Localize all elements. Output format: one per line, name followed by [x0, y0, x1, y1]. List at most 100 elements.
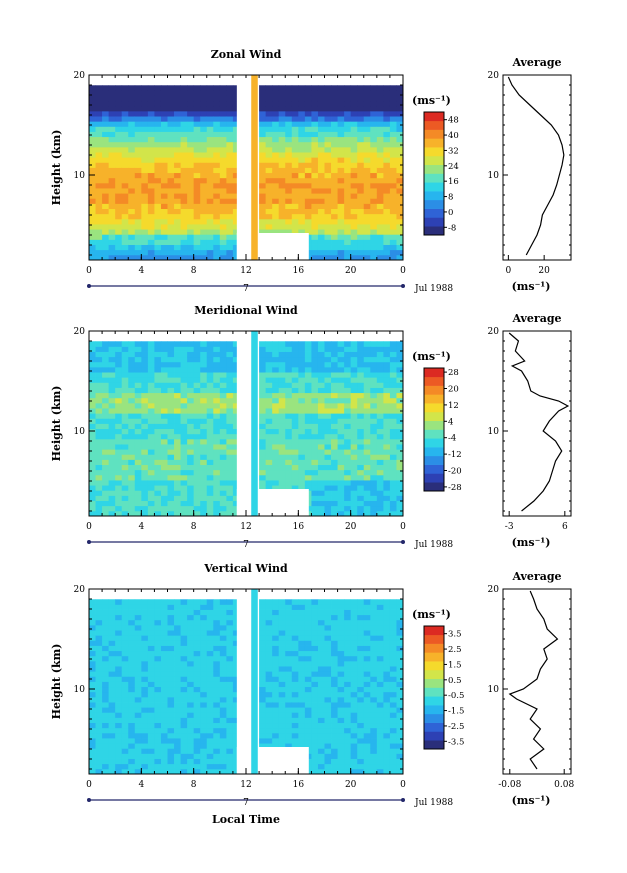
heatmap-cell	[174, 768, 181, 775]
heatmap-cell	[357, 239, 365, 245]
heatmap-cell	[160, 454, 168, 460]
heatmap-cell	[337, 619, 345, 626]
heatmap-cell	[167, 702, 175, 708]
heatmap-cell	[226, 141, 234, 148]
heatmap-cell	[219, 505, 227, 512]
heatmap-cell	[134, 172, 142, 179]
heatmap-cell	[304, 188, 312, 194]
heatmap-cell	[232, 105, 240, 112]
heatmap-cell	[226, 454, 234, 460]
heatmap-cell	[324, 604, 332, 610]
heatmap-cell	[298, 696, 306, 703]
heatmap-cell	[102, 116, 110, 122]
heatmap-cell	[265, 469, 273, 476]
heatmap-cell	[383, 480, 391, 486]
heatmap-cell	[147, 126, 155, 132]
heatmap-cell	[121, 116, 129, 122]
heatmap-cell	[291, 454, 299, 460]
heatmap-cell	[89, 95, 96, 102]
heatmap-cell	[174, 121, 181, 127]
heatmap-cell	[160, 490, 168, 496]
heatmap-cell	[147, 599, 155, 605]
heatmap-cell	[285, 480, 293, 486]
heatmap-cell	[344, 121, 352, 127]
heatmap-cell	[350, 105, 358, 112]
heatmap-cell	[396, 218, 404, 225]
heatmap-cell	[278, 392, 286, 399]
heatmap-cell	[311, 85, 319, 91]
heatmap-cell	[174, 351, 181, 358]
heatmap-cell	[213, 356, 221, 363]
heatmap-cell	[134, 418, 142, 424]
heatmap-cell	[350, 254, 358, 261]
heatmap-cell	[141, 126, 149, 132]
heatmap-cell	[206, 660, 214, 667]
heatmap-cell	[376, 198, 384, 204]
heatmap-cell	[370, 95, 378, 102]
heatmap-cell	[154, 738, 162, 744]
heatmap-cell	[95, 428, 103, 435]
heatmap-cell	[141, 239, 149, 245]
heatmap-cell	[95, 110, 103, 117]
heatmap-cell	[180, 90, 188, 96]
heatmap-cell	[108, 768, 116, 775]
heatmap-cell	[102, 351, 110, 358]
heatmap-cell	[259, 655, 267, 662]
heatmap-cell	[193, 351, 201, 358]
heatmap-cell	[95, 85, 103, 91]
heatmap-cell	[219, 244, 227, 251]
heatmap-cell	[337, 645, 345, 652]
heatmap-cell	[174, 599, 181, 605]
heatmap-cell	[317, 177, 325, 184]
heatmap-cell	[331, 239, 338, 245]
heatmap-cell	[259, 609, 267, 616]
heatmap-cell	[115, 110, 123, 117]
heatmap-cell	[259, 208, 267, 215]
heatmap-cell	[304, 408, 312, 414]
heatmap-cell	[389, 449, 397, 455]
heatmap-cell	[226, 239, 234, 245]
heatmap-cell	[298, 157, 306, 163]
heatmap-cell	[160, 254, 168, 261]
heatmap-cell	[174, 361, 181, 368]
heatmap-cell	[160, 660, 168, 667]
heatmap-cell	[278, 408, 286, 414]
heatmap-cell	[141, 717, 149, 724]
heatmap-cell	[265, 604, 273, 610]
heatmap-cell	[232, 397, 240, 404]
heatmap-cell	[219, 95, 227, 102]
heatmap-cell	[187, 341, 195, 347]
heatmap-cell	[206, 224, 214, 230]
heatmap-cell	[278, 645, 286, 652]
heatmap-cell	[147, 116, 155, 122]
heatmap-cell	[180, 177, 188, 184]
heatmap-cell	[232, 361, 240, 368]
heatmap-cell	[213, 485, 221, 491]
heatmap-cell	[317, 110, 325, 117]
heatmap-cell	[174, 392, 181, 399]
heatmap-cell	[396, 480, 404, 486]
heatmap-cell	[89, 402, 96, 409]
heatmap-cell	[376, 392, 384, 399]
heatmap-cell	[95, 743, 103, 749]
heatmap-cell	[134, 500, 142, 507]
heatmap-cell	[154, 630, 162, 636]
heatmap-cell	[154, 239, 162, 245]
heatmap-cell	[219, 356, 227, 363]
date-label: Jul 1988	[414, 284, 453, 294]
heatmap-cell	[337, 722, 345, 729]
heatmap-cell	[141, 244, 149, 251]
heatmap-cell	[160, 110, 168, 117]
heatmap-cell	[102, 614, 110, 621]
heatmap-cell	[272, 100, 280, 107]
heatmap-cell	[357, 162, 365, 168]
heatmap-cell	[298, 604, 306, 610]
heatmap-cell	[324, 366, 332, 373]
heatmap-cell	[311, 413, 319, 419]
heatmap-cell	[200, 454, 208, 460]
heatmap-cell	[206, 402, 214, 409]
heatmap-cell	[95, 372, 103, 378]
heatmap-cell	[324, 712, 332, 718]
heatmap-cell	[128, 254, 136, 261]
heatmap-cell	[278, 95, 286, 102]
